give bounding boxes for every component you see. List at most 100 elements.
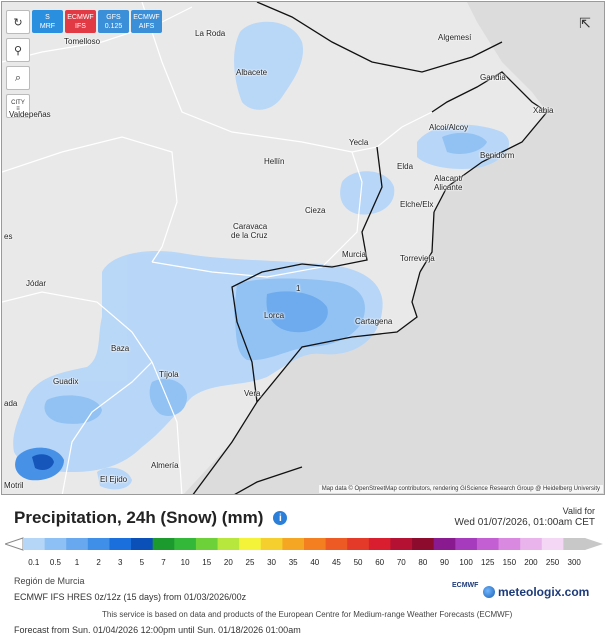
model-button-line2: 0.125 bbox=[104, 22, 123, 30]
city-label: Vera bbox=[244, 389, 261, 398]
scale-swatch bbox=[23, 538, 46, 550]
scale-tick-label: 35 bbox=[288, 558, 298, 567]
precip-area-lorca-core bbox=[266, 291, 328, 333]
model-button-line1: ECMWF bbox=[133, 13, 160, 21]
scale-swatch bbox=[131, 538, 154, 550]
map-tools: ↻ ⚲ ⌕ CITY ≡ bbox=[6, 10, 30, 118]
precip-area-tijola bbox=[149, 378, 187, 417]
color-scale-ticks: 0.1 0.5 1 2 3 5 7 10 15 20 25 30 35 40 45 50 60 70 80 90 100… bbox=[14, 558, 604, 570]
city-label: Albacete bbox=[236, 68, 268, 77]
scale-swatch bbox=[563, 538, 586, 550]
scale-swatch bbox=[433, 538, 456, 550]
scale-tick-label: 100 bbox=[459, 558, 473, 567]
scale-swatch bbox=[498, 538, 521, 550]
scale-swatch bbox=[282, 538, 305, 550]
share-icon[interactable]: ⇱ bbox=[579, 14, 591, 31]
city-label: Baza bbox=[111, 344, 130, 353]
precip-area-albacete bbox=[234, 21, 303, 110]
info-icon[interactable]: i bbox=[273, 511, 288, 525]
scale-tick-label: 1 bbox=[74, 558, 80, 567]
weather-map[interactable]: ↻ ⚲ ⌕ CITY ≡ S MRF ECMWF IFS GFS 0.125 ECMWF AI… bbox=[1, 1, 605, 495]
valid-time: Valid for Wed 01/07/2026, 01:00am CET bbox=[455, 506, 595, 528]
city-label: Almería bbox=[151, 461, 179, 470]
city-label: Lorca bbox=[264, 311, 285, 320]
city-label: La Roda bbox=[195, 29, 226, 38]
model-button[interactable]: GFS 0.125 bbox=[98, 10, 129, 33]
precip-area-guadix bbox=[44, 395, 102, 424]
scale-tick-label: 20 bbox=[223, 558, 233, 567]
model-button[interactable]: ECMWF IFS bbox=[65, 10, 96, 33]
scale-tick-label: 10 bbox=[180, 558, 190, 567]
location-pin-icon[interactable]: ⚲ bbox=[6, 38, 30, 62]
globe-icon bbox=[483, 586, 495, 598]
scale-swatch bbox=[325, 538, 348, 550]
grid-value-label: 1 bbox=[296, 284, 301, 293]
scale-tick-label: 150 bbox=[502, 558, 517, 567]
city-label: Valdepeñas bbox=[9, 110, 51, 119]
city-label: Caravaca bbox=[233, 222, 268, 231]
meteologix-logo[interactable]: meteologix.com bbox=[483, 585, 589, 599]
scale-swatch bbox=[304, 538, 327, 550]
scale-tick-label: 7 bbox=[161, 558, 166, 567]
forecast-range: Forecast from Sun. 01/04/2026 12:00pm un… bbox=[14, 625, 301, 635]
scale-tick-label: 0.5 bbox=[49, 558, 61, 567]
city-label: Tíjola bbox=[159, 370, 179, 379]
city-toggle-button[interactable]: CITY ≡ bbox=[6, 94, 30, 118]
model-button-line2: MRF bbox=[39, 22, 56, 30]
scale-swatch bbox=[347, 538, 370, 550]
model-button-line1: S bbox=[45, 13, 50, 21]
valid-for-label: Valid for bbox=[562, 506, 595, 516]
precipitation-overlay bbox=[13, 21, 510, 490]
scale-tick-label: 3 bbox=[118, 558, 123, 567]
scale-swatch bbox=[66, 538, 89, 550]
valid-time-value: Wed 01/07/2026, 01:00am CET bbox=[454, 517, 595, 528]
page-title: Precipitation, 24h (Snow) (mm) bbox=[14, 508, 264, 527]
scale-tick-label: 125 bbox=[481, 558, 495, 567]
regional-boundaries bbox=[2, 2, 433, 494]
scale-tick-label: 25 bbox=[245, 558, 255, 567]
scale-swatch bbox=[87, 538, 110, 550]
scale-swatch bbox=[476, 538, 500, 550]
scale-swatch bbox=[260, 538, 283, 550]
city-label: Alacant/ bbox=[434, 174, 463, 183]
city-label: Benidorm bbox=[480, 151, 515, 160]
model-info: ECMWF IFS HRES 0z/12z (15 days) from 01/… bbox=[14, 592, 247, 602]
city-label: Jódar bbox=[26, 279, 47, 288]
model-button[interactable]: ECMWF AIFS bbox=[131, 10, 162, 33]
scale-tick-label: 15 bbox=[202, 558, 212, 567]
scale-tick-label: 40 bbox=[310, 558, 320, 567]
scale-swatch bbox=[541, 538, 564, 550]
city-label: El Ejido bbox=[100, 475, 128, 484]
region-label: Región de Murcia bbox=[14, 576, 85, 586]
scale-tick-label: 200 bbox=[524, 558, 538, 567]
province-boundary bbox=[192, 2, 548, 494]
model-button-line2: IFS bbox=[75, 22, 86, 30]
scale-tick-label: 60 bbox=[375, 558, 385, 567]
map-attribution[interactable]: Map data © OpenStreetMap contributors, r… bbox=[318, 485, 603, 493]
scale-swatch bbox=[152, 538, 175, 550]
refresh-icon[interactable]: ↻ bbox=[6, 10, 30, 34]
scale-right-arrow bbox=[585, 538, 603, 550]
scale-tick-label: 90 bbox=[440, 558, 449, 567]
scale-left-arrow bbox=[5, 537, 24, 551]
precip-area-motril-core bbox=[32, 454, 54, 470]
scale-swatch bbox=[520, 538, 543, 550]
model-button[interactable]: S MRF bbox=[32, 10, 63, 33]
scale-tick-label: 5 bbox=[139, 558, 145, 567]
city-label: Alicante bbox=[434, 183, 463, 192]
map-canvas bbox=[2, 2, 604, 494]
scale-swatch bbox=[239, 538, 262, 550]
meteologix-logo-text: meteologix.com bbox=[498, 585, 590, 599]
service-note: This service is based on data and produc… bbox=[102, 610, 513, 619]
ecmwf-logo[interactable]: ECMWF bbox=[452, 582, 479, 589]
city-label: Guadix bbox=[53, 377, 79, 386]
city-label: Yecla bbox=[349, 138, 369, 147]
city-label: Elche/Elx bbox=[400, 200, 434, 209]
model-button-line1: ECMWF bbox=[67, 13, 94, 21]
city-label: es bbox=[4, 232, 13, 241]
city-toggle-lines-icon: ≡ bbox=[16, 106, 20, 112]
zoom-icon[interactable]: ⌕ bbox=[6, 66, 30, 90]
model-button-line1: GFS bbox=[106, 13, 121, 21]
scale-swatch bbox=[455, 538, 478, 550]
city-label: Cartagena bbox=[355, 317, 393, 326]
